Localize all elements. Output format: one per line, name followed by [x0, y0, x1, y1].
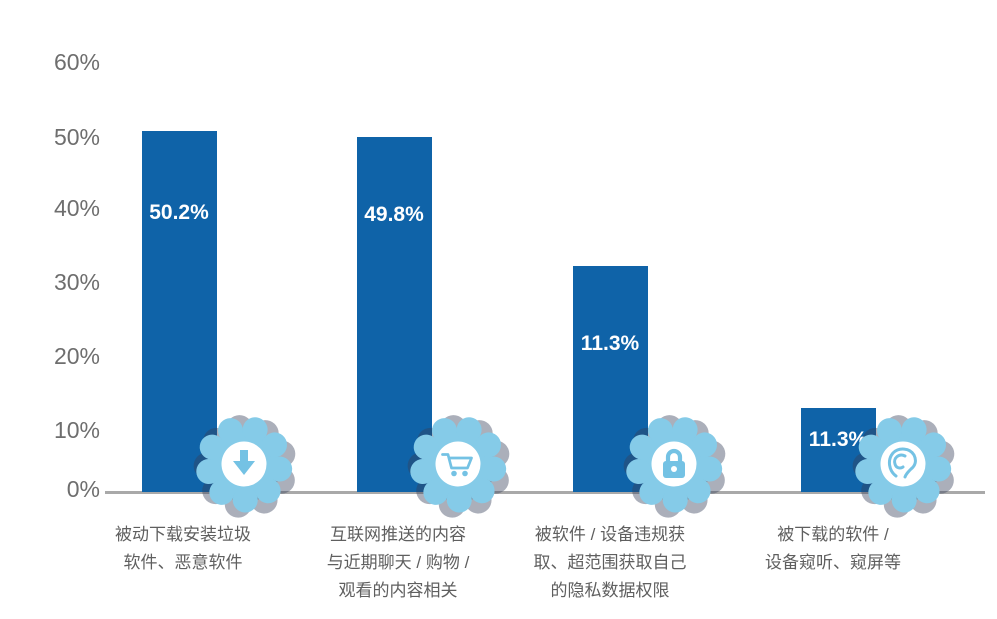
bar-value-label: 50.2% [149, 201, 209, 224]
gear-ear-icon [843, 404, 963, 529]
y-axis-tick-label: 0% [66, 476, 100, 502]
y-axis-tick-label: 60% [53, 49, 100, 75]
y-axis-tick-label: 30% [53, 269, 100, 295]
gear-download-icon [184, 404, 304, 529]
bar [141, 131, 217, 492]
category-label: 被软件 / 设备违规获 取、超范围获取自己 的隐私数据权限 [480, 521, 740, 605]
y-axis-tick-label: 20% [53, 343, 100, 369]
category-label-line: 观看的内容相关 [338, 581, 458, 600]
y-axis-tick-label: 40% [53, 195, 100, 221]
category-label: 互联网推送的内容 与近期聊天 / 购物 / 观看的内容相关 [268, 521, 528, 605]
category-label-line: 互联网推送的内容 [330, 525, 466, 544]
category-label-line: 软件、恶意软件 [123, 553, 243, 572]
bar-value-label: 11.3% [580, 332, 640, 355]
category-label: 被动下载安装垃圾 软件、恶意软件 [53, 521, 313, 577]
bar [356, 137, 432, 492]
category-label-line: 被下载的软件 / [777, 525, 889, 544]
gear-lock-icon [614, 404, 734, 529]
category-label-line: 与近期聊天 / 购物 / [326, 553, 470, 572]
bar-value-label: 49.8% [364, 203, 424, 226]
bar-value-label: 11.3% [808, 428, 868, 451]
category-label: 被下载的软件 / 设备窥听、窥屏等 [703, 521, 963, 577]
gear-cart-icon [398, 404, 518, 529]
y-axis-tick-label: 50% [53, 124, 100, 150]
category-label-line: 的隐私数据权限 [550, 581, 670, 600]
x-axis-line [105, 491, 985, 494]
category-label-line: 取、超范围获取自己 [533, 553, 687, 572]
y-axis-tick-label: 10% [53, 417, 100, 443]
category-label-line: 被动下载安装垃圾 [115, 525, 251, 544]
category-label-line: 设备窥听、窥屏等 [765, 553, 901, 572]
category-label-line: 被软件 / 设备违规获 [534, 525, 686, 544]
